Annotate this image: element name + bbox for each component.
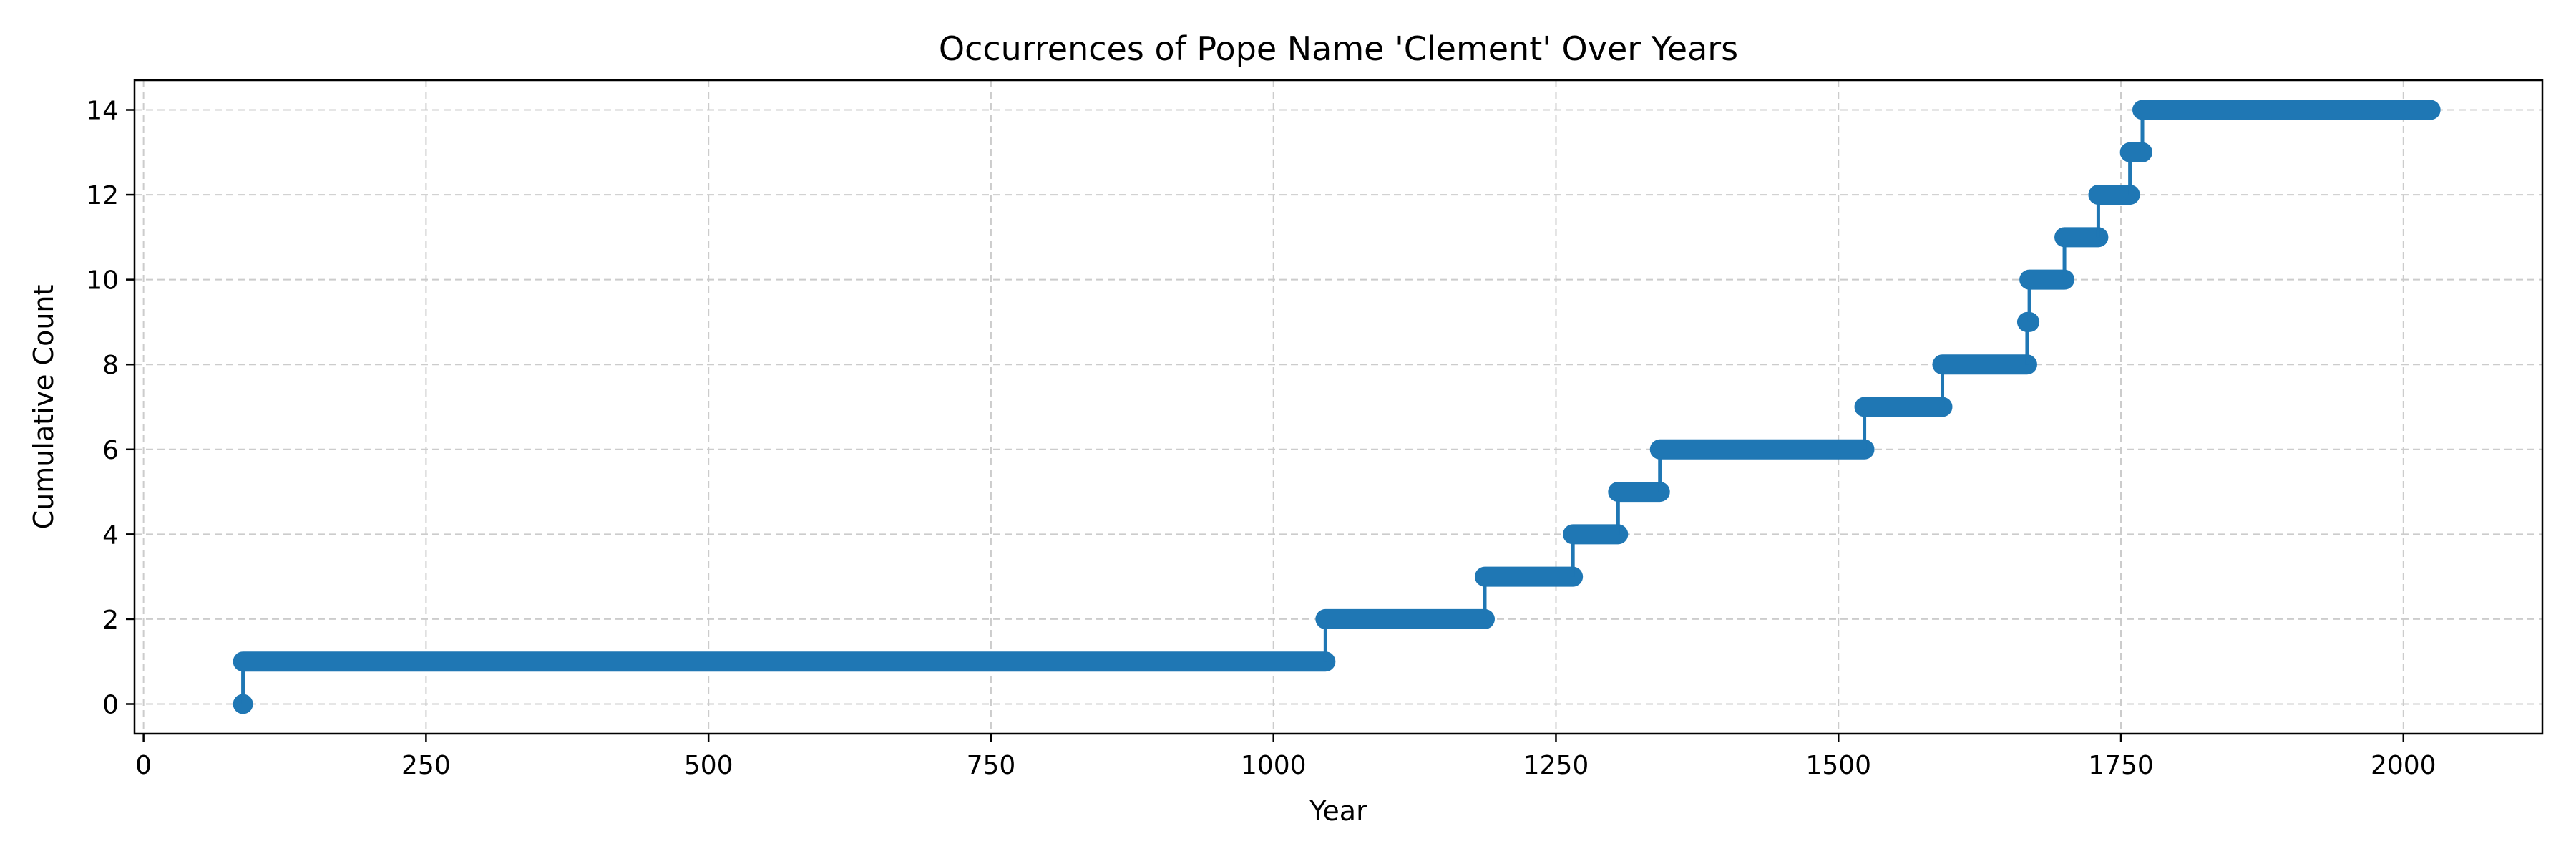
- x-tick-label: 1750: [2088, 751, 2154, 780]
- y-tick-label: 12: [86, 181, 119, 210]
- y-tick-label: 10: [86, 266, 119, 296]
- x-tick-label: 750: [967, 751, 1016, 780]
- y-tick-label: 0: [102, 691, 119, 720]
- x-tick-label: 2000: [2371, 751, 2436, 780]
- x-tick-label: 1000: [1241, 751, 1307, 780]
- y-tick-label: 2: [102, 606, 119, 635]
- y-axis-label: Cumulative Count: [28, 285, 59, 530]
- y-tick-label: 8: [102, 351, 119, 380]
- plot-area: [233, 100, 2441, 714]
- x-tick-label: 1500: [1805, 751, 1871, 780]
- x-tick-label: 1250: [1523, 751, 1589, 780]
- x-tick-label: 250: [401, 751, 451, 780]
- axis-ticks: 0 250 500 750 1000 1250 1500 1750 2000 0 2 4 6 8 10 12 1…: [86, 97, 2436, 781]
- grid: [135, 80, 2542, 734]
- y-tick-label: 6: [102, 436, 119, 465]
- x-tick-label: 500: [684, 751, 733, 780]
- x-tick-label: 0: [135, 751, 152, 780]
- y-tick-label: 4: [102, 520, 119, 550]
- chart-title: Occurrences of Pope Name 'Clement' Over …: [939, 29, 1738, 68]
- x-axis-label: Year: [1309, 795, 1367, 827]
- plot-frame: [133, 79, 2544, 735]
- y-tick-label: 14: [86, 97, 119, 126]
